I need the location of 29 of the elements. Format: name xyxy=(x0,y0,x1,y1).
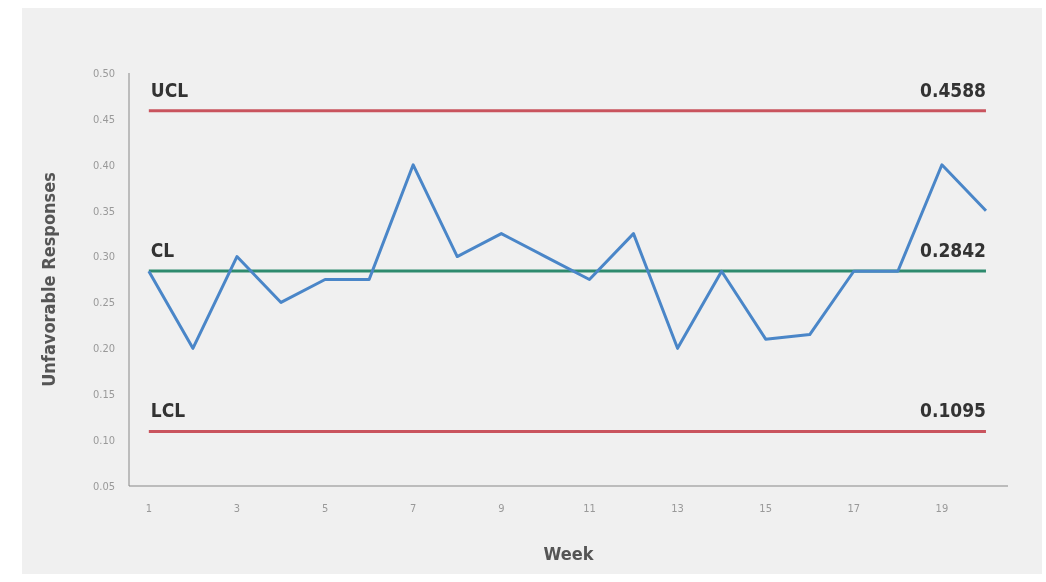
y-tick-label: 0.35 xyxy=(92,204,115,218)
x-tick-label: 19 xyxy=(935,502,949,515)
x-tick-label: 1 xyxy=(145,502,152,515)
x-tick-label: 17 xyxy=(847,502,861,515)
y-tick-label: 0.10 xyxy=(92,433,115,447)
y-tick-label: 0.15 xyxy=(92,388,115,402)
x-axis-title: Week xyxy=(543,543,595,564)
y-tick-label: 0.05 xyxy=(92,479,115,493)
ref-line-label: LCL xyxy=(150,399,186,422)
y-tick-label: 0.20 xyxy=(92,342,115,356)
annotation: 0.2842 xyxy=(920,239,986,262)
y-tick-label: 0.30 xyxy=(92,250,115,264)
y-tick-label: 0.50 xyxy=(92,66,115,80)
x-tick-label: 9 xyxy=(498,502,505,515)
x-tick-label: 15 xyxy=(759,502,772,515)
x-tick-label: 7 xyxy=(410,502,417,515)
x-tick-label: 3 xyxy=(233,502,241,515)
x-tick-label: 5 xyxy=(321,502,329,515)
y-tick-label: 0.45 xyxy=(92,112,115,126)
annotation: 0.4588 xyxy=(920,78,986,101)
annotation: 0.1095 xyxy=(920,399,986,422)
line-series xyxy=(147,163,988,350)
y-tick-label: 0.25 xyxy=(92,296,115,310)
ref-line-label: CL xyxy=(150,239,175,262)
x-tick-label: 13 xyxy=(671,502,684,515)
y-tick-label: 0.40 xyxy=(92,158,115,172)
y-axis-title: Unfavorable Responses xyxy=(38,172,59,387)
x-tick-label: 11 xyxy=(583,502,596,515)
ref-line-label: UCL xyxy=(150,78,189,101)
